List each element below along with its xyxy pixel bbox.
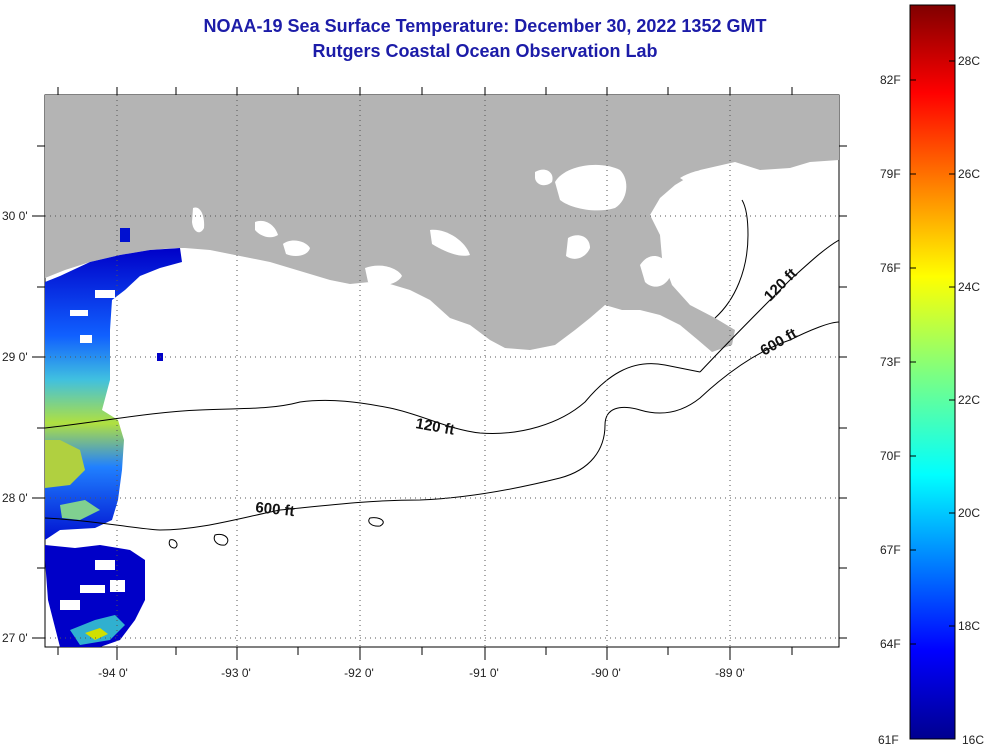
contour-120ft-east	[699, 239, 839, 373]
map-title: NOAA-19 Sea Surface Temperature: Decembe…	[203, 16, 767, 36]
lake-borgne	[680, 168, 735, 189]
colorbar-label-f: 67F	[880, 543, 901, 557]
x-tick-label: -94 0'	[98, 666, 128, 680]
lake-maurepas	[535, 169, 553, 186]
lake-pontchartrain	[555, 164, 627, 211]
contour-120ft-west	[45, 363, 701, 434]
map-subtitle: Rutgers Coastal Ocean Observation Lab	[312, 41, 658, 61]
colorbar-label-c: 22C	[958, 393, 980, 407]
graticule	[45, 95, 839, 647]
contour-label-120ft: 120 ft	[414, 415, 456, 439]
white-lake	[365, 265, 402, 286]
grand-lake	[430, 229, 470, 256]
colorbar-label-c: 28C	[958, 54, 980, 68]
colorbar-label-f: 64F	[880, 637, 901, 651]
colorbar-label-c: 26C	[958, 167, 980, 181]
y-tick-label: 29 0'	[2, 350, 28, 364]
colorbar-label-c: 16C	[962, 733, 984, 747]
x-tick-label: -89 0'	[715, 666, 745, 680]
contour-600ft-west	[45, 321, 839, 531]
sabine-lake	[192, 207, 205, 233]
lake-calcasieu	[283, 240, 310, 256]
sst-data	[45, 228, 182, 647]
land-mass	[45, 95, 839, 352]
colorbar-ticks	[910, 60, 955, 645]
y-tick-label: 28 0'	[2, 491, 28, 505]
x-tick-label: -92 0'	[344, 666, 374, 680]
colorbar-label-f: 76F	[880, 261, 901, 275]
colorbar-label-f: 73F	[880, 355, 901, 369]
contour-east-shelf	[714, 199, 749, 319]
barataria-marsh	[640, 255, 672, 287]
colorbar-label-c: 20C	[958, 506, 980, 520]
colorbar-label-c: 24C	[958, 280, 980, 294]
bathymetry-contours	[45, 199, 839, 549]
colorbar-label-f: 82F	[880, 73, 901, 87]
colorbar-label-c: 18C	[958, 619, 980, 633]
colorbar-label-f: 79F	[880, 167, 901, 181]
contour-label-600ft: 600 ft	[255, 499, 296, 520]
y-tick-label: 27 0'	[2, 631, 28, 645]
colorbar	[909, 4, 956, 740]
colorbar-label-f: 61F	[878, 733, 899, 747]
axis-ticks	[32, 87, 847, 660]
x-tick-label: -91 0'	[469, 666, 499, 680]
x-tick-label: -90 0'	[591, 666, 621, 680]
x-tick-label: -93 0'	[221, 666, 251, 680]
lake-salvador	[566, 235, 590, 259]
y-tick-label: 30 0'	[2, 209, 28, 223]
lake-arthur	[255, 220, 278, 238]
colorbar-label-f: 70F	[880, 449, 901, 463]
